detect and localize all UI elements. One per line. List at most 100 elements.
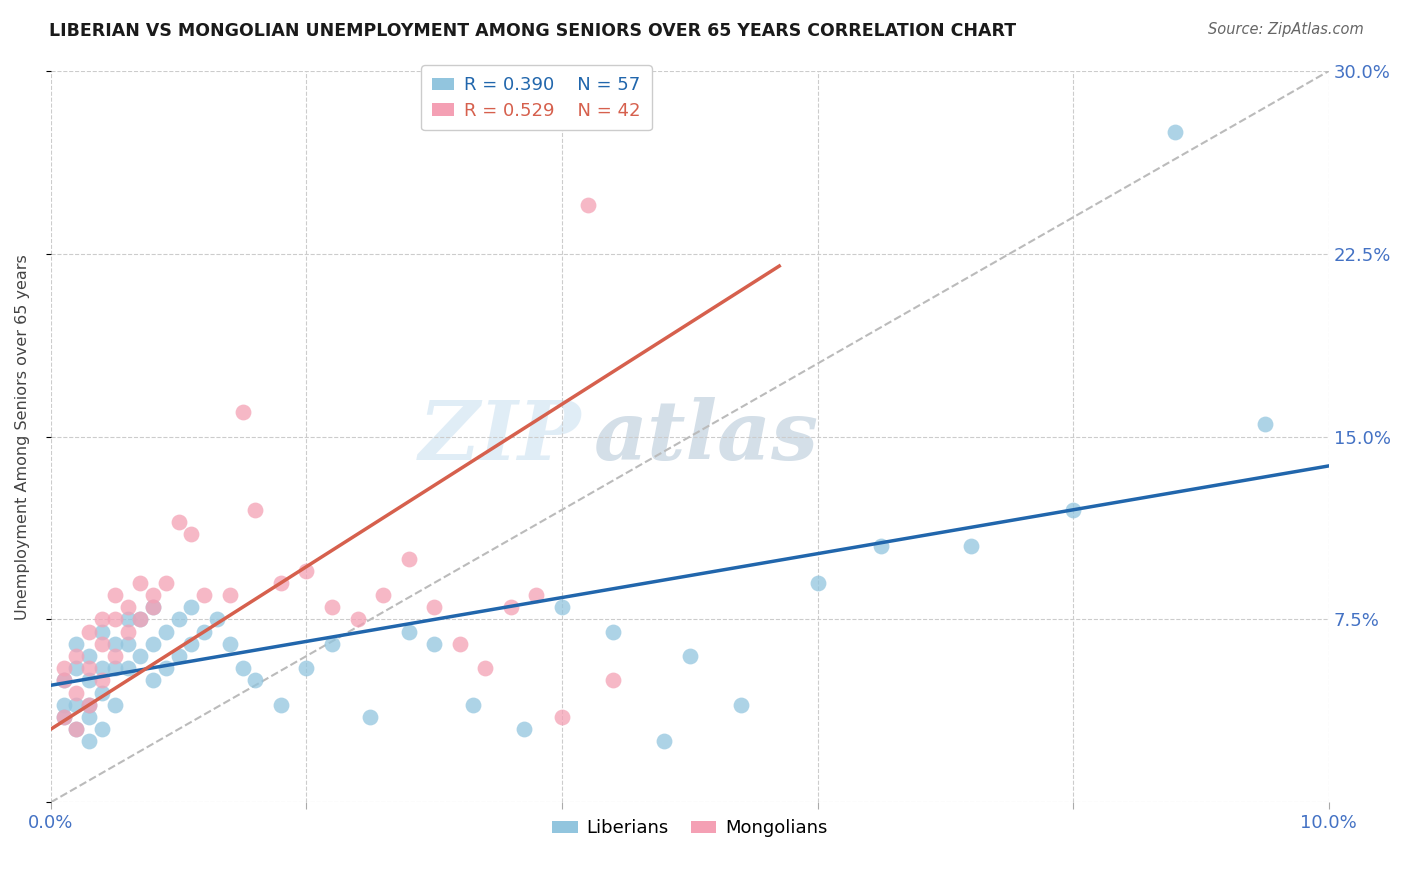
Point	[960, 539, 983, 553]
Point	[142, 588, 165, 602]
Point	[652, 734, 675, 748]
Point	[155, 661, 177, 675]
Point	[52, 673, 75, 688]
Point	[104, 588, 127, 602]
Point	[551, 710, 574, 724]
Point	[679, 648, 702, 663]
Point	[142, 637, 165, 651]
Point	[218, 588, 240, 602]
Point	[155, 624, 177, 639]
Point	[602, 673, 624, 688]
Point	[155, 575, 177, 590]
Point	[602, 624, 624, 639]
Point	[65, 637, 87, 651]
Point	[474, 661, 496, 675]
Y-axis label: Unemployment Among Seniors over 65 years: Unemployment Among Seniors over 65 years	[15, 254, 30, 620]
Text: ZIP: ZIP	[419, 397, 581, 476]
Point	[104, 698, 127, 712]
Point	[231, 661, 253, 675]
Point	[77, 661, 100, 675]
Point	[180, 600, 202, 615]
Point	[218, 637, 240, 651]
Point	[205, 612, 228, 626]
Point	[245, 503, 267, 517]
Point	[91, 722, 114, 736]
Point	[321, 600, 343, 615]
Point	[512, 722, 534, 736]
Point	[65, 661, 87, 675]
Point	[870, 539, 893, 553]
Point	[104, 648, 127, 663]
Point	[65, 698, 87, 712]
Text: Source: ZipAtlas.com: Source: ZipAtlas.com	[1208, 22, 1364, 37]
Point	[461, 698, 484, 712]
Point	[807, 575, 830, 590]
Point	[77, 698, 100, 712]
Point	[1254, 417, 1277, 432]
Point	[52, 673, 75, 688]
Point	[77, 698, 100, 712]
Point	[65, 722, 87, 736]
Point	[1062, 503, 1084, 517]
Point	[91, 673, 114, 688]
Point	[104, 612, 127, 626]
Point	[65, 722, 87, 736]
Point	[270, 698, 292, 712]
Point	[129, 612, 152, 626]
Point	[526, 588, 548, 602]
Point	[77, 734, 100, 748]
Point	[346, 612, 368, 626]
Point	[499, 600, 522, 615]
Point	[65, 648, 87, 663]
Text: LIBERIAN VS MONGOLIAN UNEMPLOYMENT AMONG SENIORS OVER 65 YEARS CORRELATION CHART: LIBERIAN VS MONGOLIAN UNEMPLOYMENT AMONG…	[49, 22, 1017, 40]
Point	[1164, 125, 1187, 139]
Point	[551, 600, 574, 615]
Point	[52, 710, 75, 724]
Point	[398, 551, 420, 566]
Point	[167, 612, 190, 626]
Point	[117, 600, 139, 615]
Point	[129, 612, 152, 626]
Point	[398, 624, 420, 639]
Point	[129, 648, 152, 663]
Point	[180, 637, 202, 651]
Text: atlas: atlas	[593, 397, 820, 476]
Point	[142, 673, 165, 688]
Point	[371, 588, 394, 602]
Point	[104, 661, 127, 675]
Point	[117, 637, 139, 651]
Point	[52, 710, 75, 724]
Point	[321, 637, 343, 651]
Legend: Liberians, Mongolians: Liberians, Mongolians	[546, 812, 835, 845]
Point	[52, 661, 75, 675]
Point	[423, 637, 446, 651]
Point	[104, 637, 127, 651]
Point	[65, 685, 87, 699]
Point	[91, 685, 114, 699]
Point	[91, 661, 114, 675]
Point	[167, 648, 190, 663]
Point	[245, 673, 267, 688]
Point	[117, 612, 139, 626]
Point	[129, 575, 152, 590]
Point	[167, 515, 190, 529]
Point	[193, 624, 215, 639]
Point	[117, 624, 139, 639]
Point	[295, 661, 318, 675]
Point	[142, 600, 165, 615]
Point	[180, 527, 202, 541]
Point	[77, 673, 100, 688]
Point	[730, 698, 752, 712]
Point	[77, 624, 100, 639]
Point	[295, 564, 318, 578]
Point	[423, 600, 446, 615]
Point	[91, 637, 114, 651]
Point	[270, 575, 292, 590]
Point	[576, 198, 599, 212]
Point	[77, 648, 100, 663]
Point	[142, 600, 165, 615]
Point	[91, 624, 114, 639]
Point	[52, 698, 75, 712]
Point	[193, 588, 215, 602]
Point	[117, 661, 139, 675]
